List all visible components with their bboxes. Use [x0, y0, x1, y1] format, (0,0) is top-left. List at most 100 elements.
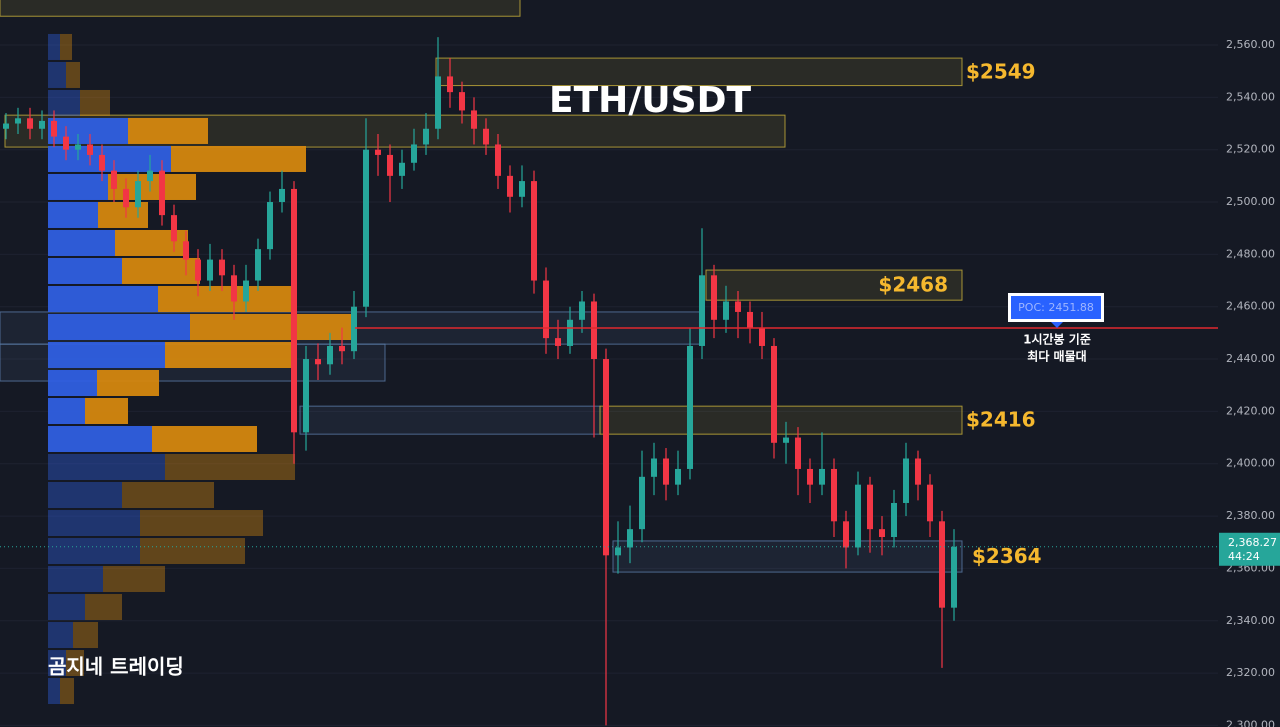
profile-sell	[152, 425, 257, 453]
candle-body	[615, 547, 621, 556]
candle-body	[663, 458, 669, 485]
candle-body	[459, 92, 465, 111]
profile-sell	[66, 650, 84, 677]
candle-body	[15, 118, 21, 124]
candle-body	[855, 484, 861, 548]
candle-body	[471, 110, 477, 129]
profile-buy	[48, 173, 108, 200]
profile-buy	[48, 425, 152, 453]
candle-body	[783, 437, 789, 443]
candle-body	[207, 259, 213, 281]
profile-buy	[48, 510, 140, 537]
profile-buy	[48, 397, 85, 424]
candle-body	[111, 170, 117, 189]
candle-body	[135, 181, 141, 208]
y-tick-label: 2,440.00	[1226, 352, 1275, 365]
y-tick-label: 2,540.00	[1226, 90, 1275, 103]
candle-body	[75, 144, 81, 150]
candle-body	[483, 128, 489, 145]
profile-sell	[73, 622, 98, 649]
candle-body	[519, 181, 525, 197]
candle-body	[879, 529, 885, 538]
candle-body	[591, 301, 597, 360]
candle-body	[303, 359, 309, 433]
candle-body	[291, 188, 297, 433]
candle-body	[627, 529, 633, 548]
profile-sell	[140, 510, 263, 537]
last-price-tag	[1219, 532, 1280, 566]
profile-buy	[48, 454, 165, 481]
candle-body	[363, 149, 369, 307]
candles	[3, 37, 957, 726]
candle-body	[411, 144, 417, 163]
candle-body	[795, 437, 801, 469]
candle-body	[579, 301, 585, 320]
zone	[599, 405, 963, 435]
poc-label: POC: 2451.88	[1018, 301, 1094, 314]
candle-body	[327, 345, 333, 365]
candle-body	[495, 144, 501, 176]
zone	[299, 405, 601, 435]
profile-buy	[48, 117, 128, 144]
y-tick-label: 2,320.00	[1226, 666, 1275, 679]
chart-title: ETH/USDT	[549, 80, 751, 121]
candle-body	[435, 76, 441, 129]
zone-label: $2364	[972, 544, 1042, 568]
candle-body	[639, 476, 645, 530]
candle-body	[375, 149, 381, 155]
candle-body	[63, 136, 69, 150]
profile-sell	[115, 229, 188, 256]
y-tick-label: 2,380.00	[1226, 509, 1275, 522]
profile-buy	[48, 201, 98, 228]
profile-sell	[80, 89, 110, 116]
candle-body	[423, 128, 429, 145]
profile-buy	[48, 89, 80, 116]
candle-body	[99, 154, 105, 171]
zone	[612, 540, 963, 573]
candle-body	[843, 521, 849, 548]
profile-buy	[48, 622, 73, 649]
candle-body	[603, 359, 609, 556]
candle-body	[87, 144, 93, 155]
candle-body	[219, 259, 225, 276]
candle-body	[759, 327, 765, 346]
y-tick-label: 2,300.00	[1226, 718, 1275, 727]
candle-body	[255, 249, 261, 281]
profile-buy	[48, 369, 97, 396]
candle-body	[147, 170, 153, 182]
candle-body	[39, 120, 45, 129]
candle-body	[723, 301, 729, 320]
profile-sell	[128, 117, 208, 144]
profile-buy	[48, 538, 140, 565]
candle-body	[543, 280, 549, 339]
profile-buy	[48, 229, 115, 256]
profile-buy	[48, 341, 165, 368]
profile-buy	[48, 257, 122, 284]
profile-buy	[48, 650, 66, 677]
candle-body	[699, 275, 705, 346]
profile-sell	[103, 566, 165, 593]
zone	[0, 0, 521, 17]
candle-body	[831, 468, 837, 522]
candle-body	[555, 338, 561, 346]
candle-body	[951, 546, 957, 608]
candle-body	[651, 458, 657, 477]
candle-body	[231, 275, 237, 302]
candle-body	[3, 123, 9, 129]
profile-buy	[48, 285, 158, 312]
candle-body	[351, 306, 357, 352]
note: 1시간봉 기준	[1023, 332, 1091, 347]
profile-sell	[122, 482, 214, 509]
candle-body	[735, 301, 741, 312]
profile-sell	[66, 61, 80, 88]
candle-body	[891, 502, 897, 538]
y-tick-label: 2,480.00	[1226, 247, 1275, 260]
candle-body	[183, 241, 189, 260]
candle-body	[267, 202, 273, 250]
profile-sell	[158, 285, 293, 312]
candle-body	[903, 458, 909, 503]
profile-buy	[48, 594, 85, 621]
profile-buy	[48, 482, 122, 509]
candle-body	[771, 345, 777, 443]
candle-body	[315, 359, 321, 365]
